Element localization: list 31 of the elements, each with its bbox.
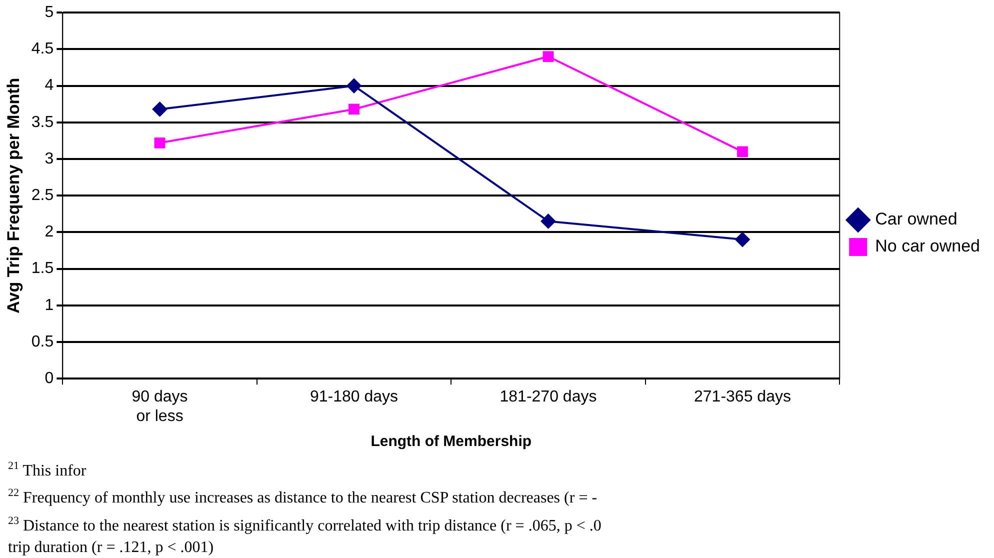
text: trip duration (r = .121, p < .001) [8,538,215,558]
point [348,104,360,115]
y-tick-label: 4 [44,77,54,94]
y-tick-label: 3 [44,150,54,168]
y-axis-title: Avg Trip Frequeny per Month [4,78,23,314]
point [542,51,554,62]
y-tick-label: 2 [44,224,54,241]
x-tick-label: 271-365 days [694,388,791,406]
y-tick-label: 0 [44,370,54,388]
y-tick-label: 3.5 [31,114,54,131]
y-tick-label: 1.5 [31,260,54,278]
legend-label: No car owned [875,236,980,256]
y-tick-label: 2.5 [31,187,54,204]
x-tick-label: 90 days or less [132,388,188,425]
point [540,214,556,229]
x-tick-label: 91-180 days [310,388,398,406]
point [734,232,750,248]
y-tick-label: 4.5 [31,40,54,58]
y-tick-label: 5 [44,4,54,22]
legend-label: Car owned [875,210,958,229]
x-tick-label: 181-270 days [500,388,597,406]
text: $^{22}$ Frequency of monthly use increases as distance to the nearest CSP station decreases (r = - [8,486,598,509]
point [152,102,168,117]
text: $^{21}$ This infor [8,459,88,482]
x-axis-title: Length of Membership [370,433,532,450]
y-tick-label: 1 [44,296,54,314]
point [737,146,748,158]
y-tick-label: 0.5 [31,333,54,350]
point [346,78,362,94]
point [154,137,166,148]
text: $^{23}$ Distance to the nearest station is significantly correlated with trip distance (r = .065, p < .0 [8,514,602,536]
